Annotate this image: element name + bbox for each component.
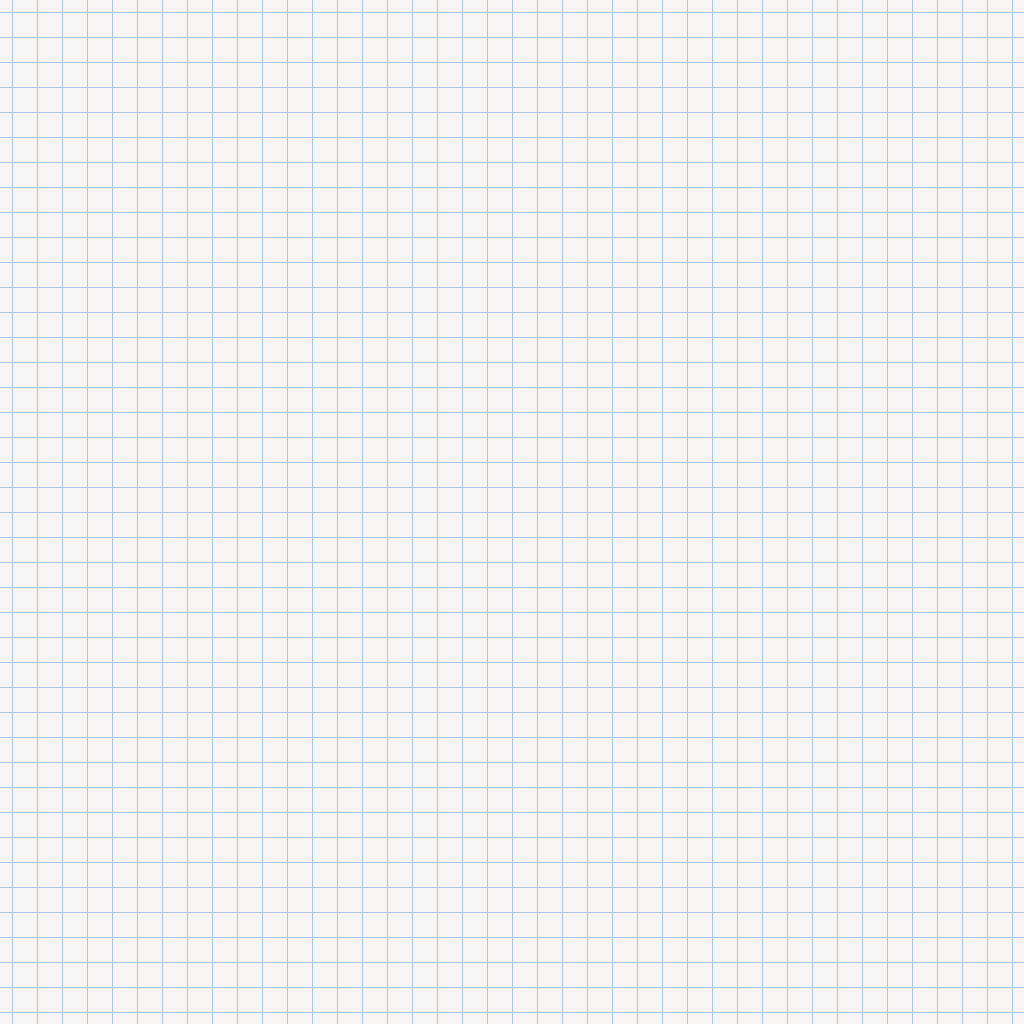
graph-paper-background: [0, 0, 1024, 1024]
